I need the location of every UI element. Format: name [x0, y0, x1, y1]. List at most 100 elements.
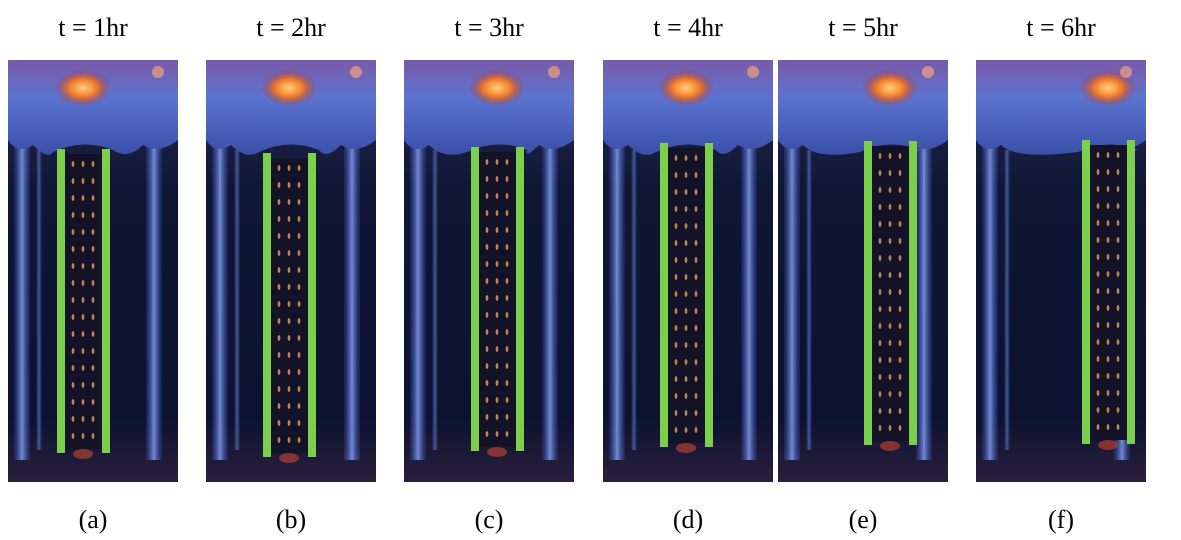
ember-dot [287, 420, 291, 426]
ember-dot [674, 274, 678, 280]
ember-dot [1096, 237, 1100, 243]
ember-dot [878, 255, 882, 261]
ember-dot [297, 403, 301, 409]
ember-dot [878, 357, 882, 363]
ember-dot [485, 414, 489, 420]
ember-dot [505, 346, 509, 352]
ember-dot [71, 212, 75, 218]
ember-dot [485, 278, 489, 284]
ember-dot [1096, 271, 1100, 277]
ember-dot [485, 329, 489, 335]
ember-dot [1096, 339, 1100, 345]
ember-dot [694, 172, 698, 178]
ember-dot [297, 250, 301, 256]
ember-dot [81, 178, 85, 184]
ember-dot [888, 221, 892, 227]
ember-dot [287, 386, 291, 392]
foam [404, 60, 574, 155]
ember-dot [684, 223, 688, 229]
side-streak [432, 150, 438, 450]
ember-dot [674, 240, 678, 246]
ember-dot [1096, 254, 1100, 260]
ember-dot [495, 159, 499, 165]
ember-dot [898, 187, 902, 193]
ember-dot [277, 420, 281, 426]
ember-dot [878, 272, 882, 278]
ember-dot [674, 189, 678, 195]
ember-dot [1116, 220, 1120, 226]
ember-dot [1106, 288, 1110, 294]
ember-dot [684, 291, 688, 297]
ember-dot [1096, 322, 1100, 328]
ember-dot [91, 246, 95, 252]
ember-dot [91, 297, 95, 303]
ember-dot [1116, 271, 1120, 277]
ember-dot [277, 233, 281, 239]
side-streak [344, 130, 360, 460]
ember-dot [684, 257, 688, 263]
side-streak [916, 130, 932, 460]
side-streak [982, 120, 998, 460]
ember-dot [485, 346, 489, 352]
ember-dot [287, 284, 291, 290]
time-label: t = 5hr [828, 13, 898, 42]
ember-dot [878, 221, 882, 227]
ember-dot [277, 284, 281, 290]
ember-dot [694, 240, 698, 246]
ember-dot [1096, 373, 1100, 379]
green-bar [516, 147, 524, 451]
ember-dot [287, 199, 291, 205]
panel-label: (b) [276, 505, 306, 534]
ember-dot [694, 393, 698, 399]
ember-dot [684, 189, 688, 195]
ember-dot [674, 223, 678, 229]
ember-dot [694, 376, 698, 382]
ember-dot [694, 257, 698, 263]
ember-dot [878, 306, 882, 312]
ember-dot [505, 380, 509, 386]
ember-dot [898, 272, 902, 278]
ember-dot [297, 267, 301, 273]
ember-dot [495, 312, 499, 318]
ember-dot [91, 382, 95, 388]
ember-dot [1106, 305, 1110, 311]
ember-dot [1116, 288, 1120, 294]
ember-dot [495, 176, 499, 182]
ember-dot [277, 199, 281, 205]
foam [603, 60, 773, 155]
ember-dot [694, 427, 698, 433]
photo-panel [206, 60, 376, 482]
ember-dot [495, 397, 499, 403]
ember-dot [1116, 390, 1120, 396]
ember-dot [1096, 186, 1100, 192]
ember-dot [1096, 152, 1100, 158]
ember-dot [684, 274, 688, 280]
ember-dot [1116, 339, 1120, 345]
ember-dot [1106, 169, 1110, 175]
ember-dot [1096, 424, 1100, 430]
bottom-glow [880, 441, 900, 451]
ember-dot [1116, 322, 1120, 328]
time-label: t = 1hr [58, 13, 128, 42]
ember-dot [674, 308, 678, 314]
ember-dot [1096, 356, 1100, 362]
ember-dot [297, 352, 301, 358]
ember-dot [898, 255, 902, 261]
ember-dot [694, 410, 698, 416]
ember-dot [888, 374, 892, 380]
panel-label: (e) [849, 505, 878, 534]
ember-dot [297, 386, 301, 392]
ember-dot [277, 267, 281, 273]
ember-dot [674, 410, 678, 416]
ember-dot [71, 433, 75, 439]
side-streak [212, 120, 228, 460]
ember-dot [898, 340, 902, 346]
ember-dot [495, 193, 499, 199]
ember-dot [81, 365, 85, 371]
ember-dot [505, 363, 509, 369]
ember-dot [71, 348, 75, 354]
time-label: t = 3hr [454, 13, 524, 42]
ember-dot [485, 397, 489, 403]
ember-dot [277, 352, 281, 358]
